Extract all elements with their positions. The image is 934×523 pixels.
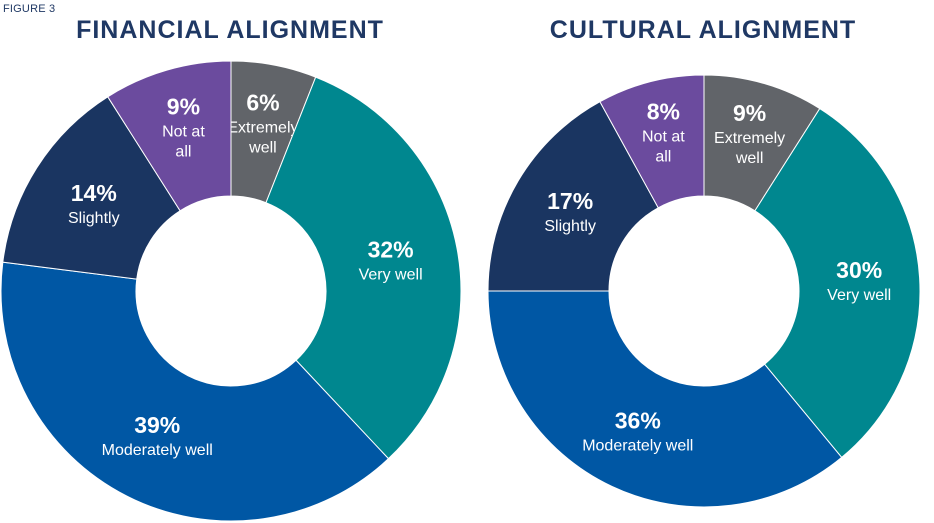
category-label-cultural-extremely-well: well <box>735 150 764 167</box>
value-label-cultural-moderately-well: 36% <box>615 408 661 434</box>
value-label-cultural-extremely-well: 9% <box>733 100 766 126</box>
value-label-financial-slightly: 14% <box>71 180 117 206</box>
category-label-financial-very-well: Very well <box>359 267 423 284</box>
category-label-cultural-extremely-well: Extremely <box>714 130 785 147</box>
category-label-financial-extremely-well: Extremely <box>227 120 298 137</box>
slice-financial-very-well <box>265 76 462 460</box>
value-label-cultural-very-well: 30% <box>836 257 882 283</box>
value-label-financial-moderately-well: 39% <box>134 412 180 438</box>
slice-cultural-very-well <box>754 107 921 459</box>
slice-cultural-slightly <box>487 101 659 292</box>
category-label-financial-not-at-all: Not at <box>162 123 205 140</box>
value-label-financial-extremely-well: 6% <box>246 90 279 116</box>
category-label-cultural-moderately-well: Moderately well <box>582 438 693 455</box>
slice-cultural-not-at-all <box>599 74 705 209</box>
value-label-cultural-not-at-all: 8% <box>647 99 680 125</box>
category-label-cultural-very-well: Very well <box>827 287 891 304</box>
value-label-cultural-slightly: 17% <box>547 188 593 214</box>
category-label-cultural-not-at-all: Not at <box>642 129 685 146</box>
donut-financial: 6% Extremely well 32% Very well 39% Moderately… <box>0 60 462 522</box>
slice-financial-slightly <box>2 96 181 280</box>
chart-title-financial: FINANCIAL ALIGNMENT <box>76 16 384 44</box>
category-label-financial-not-at-all: all <box>175 143 191 160</box>
category-label-financial-extremely-well: well <box>248 140 277 157</box>
value-label-financial-very-well: 32% <box>368 237 414 263</box>
slice-financial-not-at-all <box>107 60 232 212</box>
category-label-financial-moderately-well: Moderately well <box>102 442 213 459</box>
slice-cultural-moderately-well <box>487 290 843 508</box>
category-label-financial-slightly: Slightly <box>68 210 120 227</box>
value-label-financial-not-at-all: 9% <box>167 93 200 119</box>
category-label-cultural-not-at-all: all <box>655 149 671 166</box>
slice-financial-moderately-well <box>0 261 390 522</box>
chart-title-cultural: CULTURAL ALIGNMENT <box>549 16 857 44</box>
figure-label: FIGURE 3 <box>3 3 56 15</box>
category-label-cultural-slightly: Slightly <box>544 218 596 235</box>
donut-cultural: 9% Extremely well 30% Very well 36% Moderately… <box>487 74 921 508</box>
